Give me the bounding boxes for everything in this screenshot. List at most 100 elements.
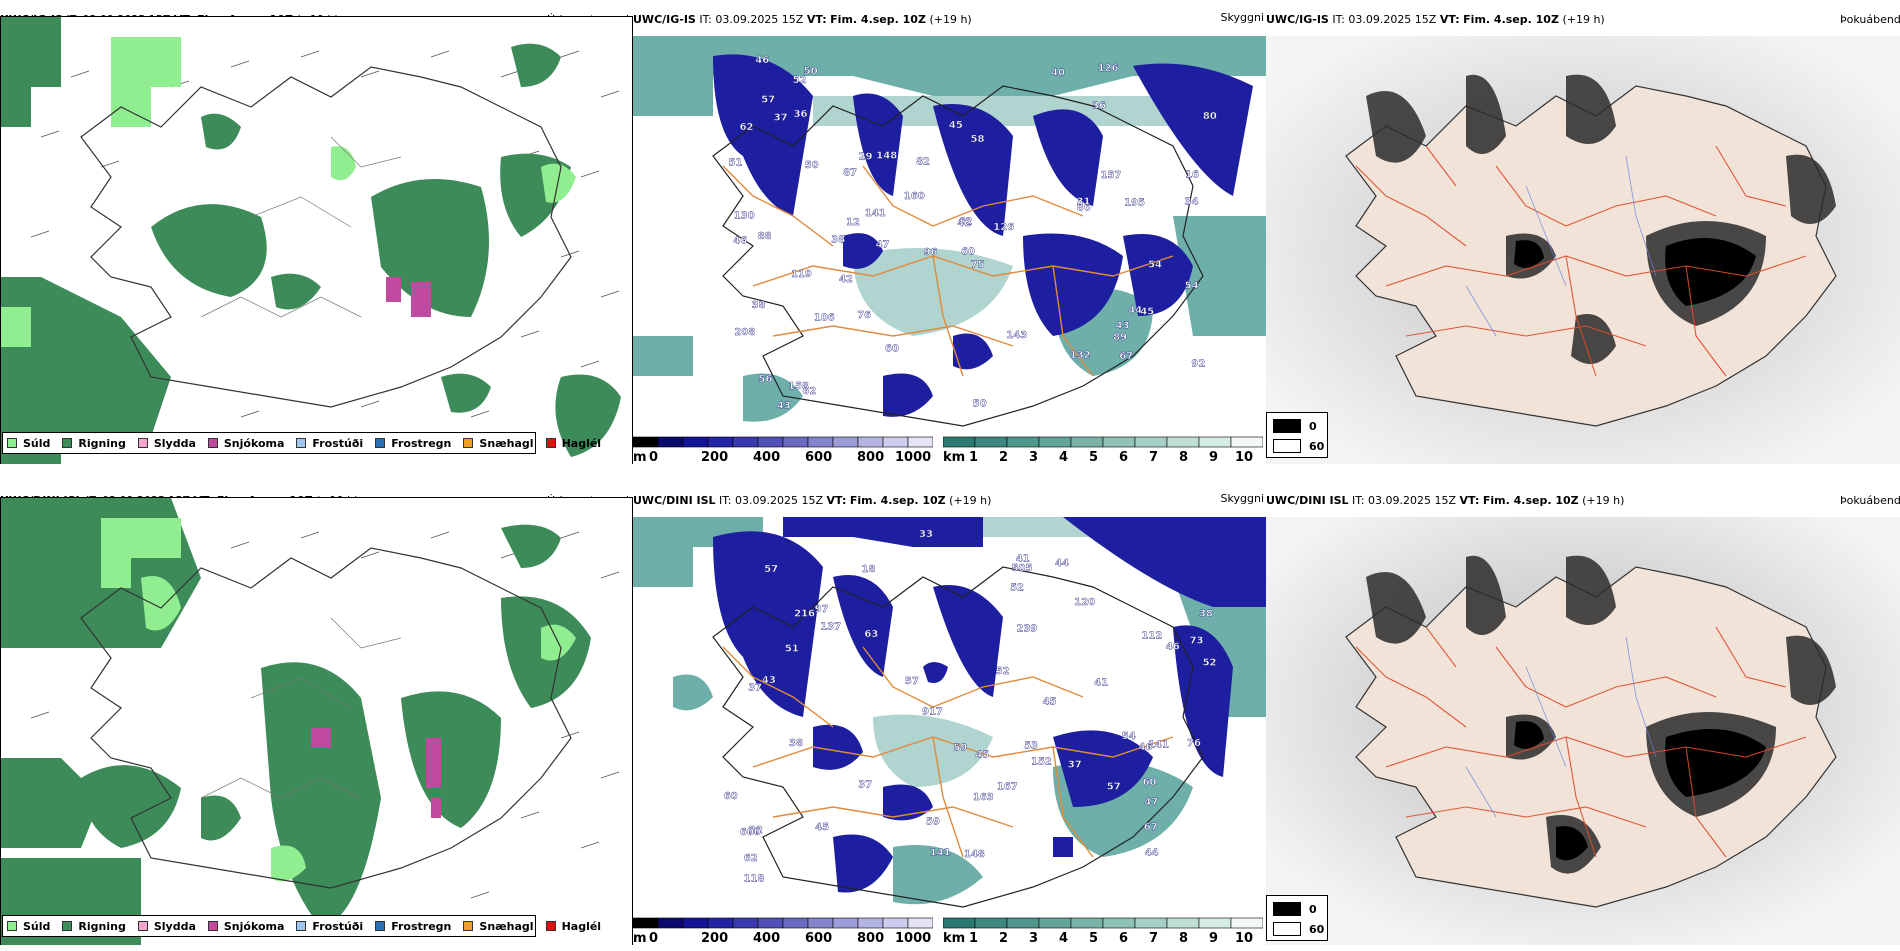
cloud-base-label: 141 <box>930 848 951 859</box>
cloud-base-label: 38 <box>789 738 803 749</box>
cloud-base-label: 56 <box>758 374 772 385</box>
cloud-base-label: 80 <box>1203 111 1217 122</box>
legend-swatch <box>207 921 218 931</box>
vt-label: VT: <box>806 13 827 26</box>
colorbar-segment <box>1134 436 1168 448</box>
cloud-base-label: 57 <box>905 676 919 687</box>
fog-legend-label: 0 <box>1309 902 1317 916</box>
legend-item-rigning: Rigning <box>62 437 126 450</box>
tick: 7 <box>1149 931 1159 946</box>
cloud-base-label: 112 <box>1142 630 1163 641</box>
colorbar-segment <box>757 917 784 929</box>
cloud-base-label: 505 <box>1012 563 1033 574</box>
fog-title-top: Þokuábendi <box>1840 13 1900 26</box>
cloud-base-label: 16 <box>1185 170 1199 181</box>
model-name: UWC/IG-IS <box>1266 13 1329 26</box>
cloud-base-label: 148 <box>964 849 985 860</box>
visibility-title-top: Skyggni <box>1220 11 1264 24</box>
fog-swatch <box>1273 419 1301 433</box>
colorbar-segment <box>1006 436 1040 448</box>
cloud-base-unit: m <box>633 450 647 465</box>
fog-legend-row: 60 <box>1273 922 1324 936</box>
colorbar-segment <box>1070 917 1104 929</box>
cloud-base-label: 37 <box>1068 760 1082 771</box>
colorbar-segment <box>857 917 884 929</box>
tick: 0 <box>649 450 659 465</box>
colorbar-segment <box>1198 436 1232 448</box>
tick: 800 <box>857 931 885 946</box>
cloud-base-label: 141 <box>1148 740 1169 751</box>
it-value: 03.09.2025 15Z <box>1348 13 1437 26</box>
legend-item-snaehagl: Snæhagl <box>463 437 534 450</box>
cloud-base-label: 50 <box>973 399 987 410</box>
legend-item-slydda: Slydda <box>137 437 196 450</box>
cloud-base-label: 34 <box>1185 197 1199 208</box>
tick: 9 <box>1209 450 1219 465</box>
visibility-map-svg <box>633 36 1266 434</box>
legend-label: Súld <box>23 436 51 450</box>
cloud-base-label: 12 <box>846 217 860 228</box>
cloud-base-label: 51 <box>785 643 799 654</box>
tick: 5 <box>1089 450 1099 465</box>
colorbar-segment <box>682 436 709 448</box>
legend-swatch <box>545 438 556 448</box>
cloud-base-label: 53 <box>1024 740 1038 751</box>
cloud-base-label: 89 <box>1113 332 1127 343</box>
legend-swatch <box>463 438 474 448</box>
precip-map-bottom <box>0 497 633 945</box>
tick: 6 <box>1119 450 1129 465</box>
legend-label: Súld <box>23 919 51 933</box>
legend-label: Rigning <box>78 919 126 933</box>
cloud-base-label: 46 <box>733 236 747 247</box>
cloud-base-label: 216 <box>794 608 815 619</box>
colorbar-segment <box>1038 436 1072 448</box>
colorbar-segment <box>1230 917 1263 929</box>
visibility-colorbar-top: km 1 2 3 4 5 6 7 8 9 10 <box>943 436 1263 470</box>
cloud-base-label: 46 <box>755 55 769 66</box>
cloud-base-label: 120 <box>1074 597 1095 608</box>
legend-item-haglel: Haglél <box>545 920 601 933</box>
cloud-base-label: 63 <box>864 629 878 640</box>
legend-item-slydda: Slydda <box>137 920 196 933</box>
colorbar-segment <box>707 917 734 929</box>
cloud-base-label: 54 <box>1185 281 1199 292</box>
vt-value: Fim. 4.sep. 10Z <box>1463 13 1559 26</box>
colorbar-segment <box>1070 436 1104 448</box>
legend-label: Snæhagl <box>479 919 534 933</box>
legend-swatch <box>137 438 148 448</box>
tick: 8 <box>1179 931 1189 946</box>
cloud-base-label: 57 <box>1107 782 1121 793</box>
colorbar-segment <box>732 917 759 929</box>
fog-legend-bottom: 0 60 <box>1266 895 1328 941</box>
legend-label: Haglél <box>561 436 602 450</box>
cloud-base-label: 60 <box>885 343 899 354</box>
cloud-base-label: 36 <box>1092 101 1106 112</box>
colorbar-segment <box>974 917 1008 929</box>
colorbar-segment <box>1038 917 1072 929</box>
cloud-base-label: 52 <box>1010 583 1024 594</box>
cloud-base-label: 132 <box>1070 350 1091 361</box>
visibility-colorbar-svg <box>943 436 1263 448</box>
cloud-base-label: 88 <box>758 231 772 242</box>
legend-label: Frostregn <box>391 436 452 450</box>
visibility-header-top: UWC/IG-IS IT: 03.09.2025 15Z VT: Fim. 4.… <box>633 12 972 28</box>
cloud-base-label: 167 <box>997 782 1018 793</box>
colorbar-segment <box>707 436 734 448</box>
cloud-base-label: 44 <box>1128 305 1142 316</box>
colorbar-segment <box>1166 917 1200 929</box>
colorbar-segment <box>1230 436 1263 448</box>
legend-item-suld: Súld <box>7 920 50 933</box>
cloud-base-label: 42 <box>839 274 853 285</box>
legend-item-suld: Súld <box>7 437 50 450</box>
colorbar-segment <box>1006 917 1040 929</box>
fog-legend-top: 0 60 <box>1266 412 1328 458</box>
cloud-base-label: 75 <box>971 260 985 271</box>
cloud-base-label: 43 <box>1116 320 1130 331</box>
cloud-base-colorbar-svg <box>633 436 933 448</box>
cloud-base-label: 239 <box>1017 624 1038 635</box>
fog-map-bottom <box>1266 517 1900 945</box>
colorbar-segment <box>943 436 976 448</box>
tick: 0 <box>649 931 659 946</box>
cloud-base-label: 43 <box>762 675 776 686</box>
cloud-base-labels-bottom: 505 112 97 167 141 118 152 137 141 216 163 37 59 37 67… <box>724 529 1217 885</box>
